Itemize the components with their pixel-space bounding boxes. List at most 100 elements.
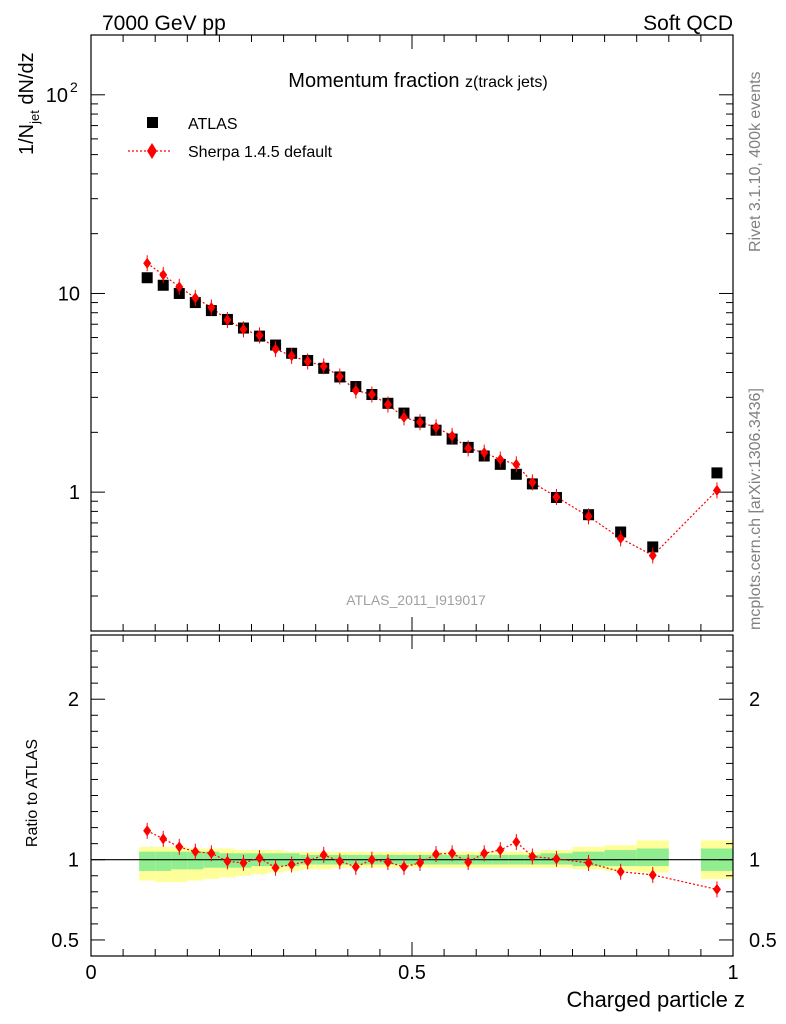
- ratio-data-point: [584, 857, 593, 869]
- ratio-data-point: [367, 854, 376, 866]
- legend-data-label: ATLAS: [188, 116, 238, 133]
- ratio-data-point: [480, 847, 489, 859]
- ratio-data-point: [175, 841, 184, 853]
- mc-data-point: [319, 360, 328, 372]
- ratio-data: [91, 822, 733, 898]
- mc-data-point: [271, 343, 280, 355]
- mc-data-point: [143, 257, 152, 269]
- mc-data-point: [528, 476, 537, 488]
- mc-data-point: [207, 301, 216, 313]
- header-left: 7000 GeV pp: [102, 12, 226, 35]
- mc-data-point: [464, 442, 473, 454]
- ratio-data-point: [648, 869, 657, 881]
- mc-data-point: [648, 549, 657, 561]
- ratio-panel: 0.5 0.5 1 1 2 2 0 0.5 1: [51, 634, 777, 984]
- ratio-y-tick-label-right: 2: [749, 689, 760, 711]
- mc-data-point: [367, 389, 376, 401]
- ratio-uncertainty-inner: [155, 851, 172, 871]
- atlas-data-point: [711, 467, 723, 479]
- ratio-data-point: [552, 853, 561, 865]
- mc-data-point: [432, 421, 441, 433]
- ratio-data-point: [528, 850, 537, 862]
- ratio-data-point: [416, 857, 425, 869]
- mc-data-point: [159, 269, 168, 281]
- atlas-data-point: [141, 272, 153, 284]
- ratio-data-point: [616, 866, 625, 878]
- mc-data-point: [335, 371, 344, 383]
- ratio-ylabel: Ratio to ATLAS: [24, 739, 41, 847]
- mc-series-line: [146, 262, 718, 557]
- ratio-data-point: [351, 861, 360, 873]
- mc-data-point: [287, 350, 296, 362]
- main-y-tick-label: 1: [69, 482, 80, 504]
- main-ylabel: 1/Njet dN/dz: [16, 52, 42, 155]
- ratio-y-tick-label: 1: [68, 850, 79, 872]
- mc-data-point: [416, 416, 425, 428]
- ratio-data-point: [512, 836, 521, 848]
- mc-data-point: [239, 323, 248, 335]
- mc-data-point: [303, 355, 312, 367]
- ratio-data-point: [383, 856, 392, 868]
- ratio-data-point: [223, 855, 232, 867]
- main-y-tick-label: 10: [58, 283, 80, 305]
- analysis-watermark: ATLAS_2011_I919017: [346, 592, 486, 608]
- main-frame: [90, 34, 734, 632]
- ratio-uncertainty-inner: [636, 848, 669, 867]
- ratio-data-point: [255, 852, 264, 864]
- mc-data-point: [399, 411, 408, 423]
- ratio-data-point: [399, 861, 408, 873]
- mc-data-point: [448, 430, 457, 442]
- ratio-data-point: [448, 847, 457, 859]
- legend-data-marker: [147, 117, 158, 128]
- mc-data-point: [552, 491, 561, 503]
- ratio-data-point: [239, 857, 248, 869]
- ratio-uncertainty-inner: [171, 851, 188, 870]
- ratio-y-tick-label-right: 1: [749, 850, 760, 872]
- ratio-data-point: [319, 849, 328, 861]
- main-y-tick-label: 10: [46, 85, 68, 107]
- ratio-data-point: [712, 883, 721, 895]
- ratio-data-point: [159, 833, 168, 845]
- plot-title: Momentum fraction z(track jets): [288, 70, 547, 92]
- atlas-data-point: [510, 468, 522, 480]
- ratio-data-point: [191, 846, 200, 858]
- header-right: Soft QCD: [643, 12, 733, 35]
- main-y-tick-exponent: 2: [70, 79, 78, 95]
- ratio-y-tick-label: 0.5: [51, 930, 79, 952]
- ratio-uncertainty-inner: [187, 851, 204, 870]
- mc-data-point: [223, 314, 232, 326]
- atlas-data-point: [647, 541, 659, 553]
- ratio-data-point: [464, 856, 473, 868]
- x-axis-label: Charged particle z: [566, 987, 745, 1012]
- rivet-label: Rivet 3.1.10, 400k events: [747, 71, 764, 252]
- ratio-data-point: [496, 844, 505, 856]
- ratio-y-tick-label: 2: [68, 689, 79, 711]
- ratio-data-point: [303, 855, 312, 867]
- ratio-uncertainty-inner: [604, 850, 637, 867]
- mc-data-point: [616, 532, 625, 544]
- ratio-ticks: 0.5 0.5 1 1 2 2 0 0.5 1: [51, 634, 777, 984]
- ratio-frame: [90, 634, 734, 957]
- mc-data-point: [255, 329, 264, 341]
- ratio-data-point: [335, 855, 344, 867]
- ratio-data-point: [271, 862, 280, 874]
- ratio-data-point: [207, 847, 216, 859]
- main-data: [141, 255, 723, 564]
- mc-data-point: [175, 281, 184, 293]
- ratio-data-point: [143, 825, 152, 837]
- x-tick-label: 0.5: [398, 962, 426, 984]
- mcplots-label: mcplots.cern.ch [arXiv:1306.3436]: [747, 388, 764, 630]
- ratio-data-point: [287, 859, 296, 871]
- atlas-data-point: [157, 279, 169, 291]
- mc-data-point: [383, 399, 392, 411]
- ratio-series-line: [146, 830, 718, 890]
- x-tick-label: 0: [85, 962, 96, 984]
- mc-data-point: [351, 384, 360, 396]
- legend-mc-label: Sherpa 1.4.5 default: [188, 144, 333, 161]
- mc-data-point: [496, 453, 505, 465]
- mc-data-point: [712, 484, 721, 496]
- mc-data-point: [512, 458, 521, 470]
